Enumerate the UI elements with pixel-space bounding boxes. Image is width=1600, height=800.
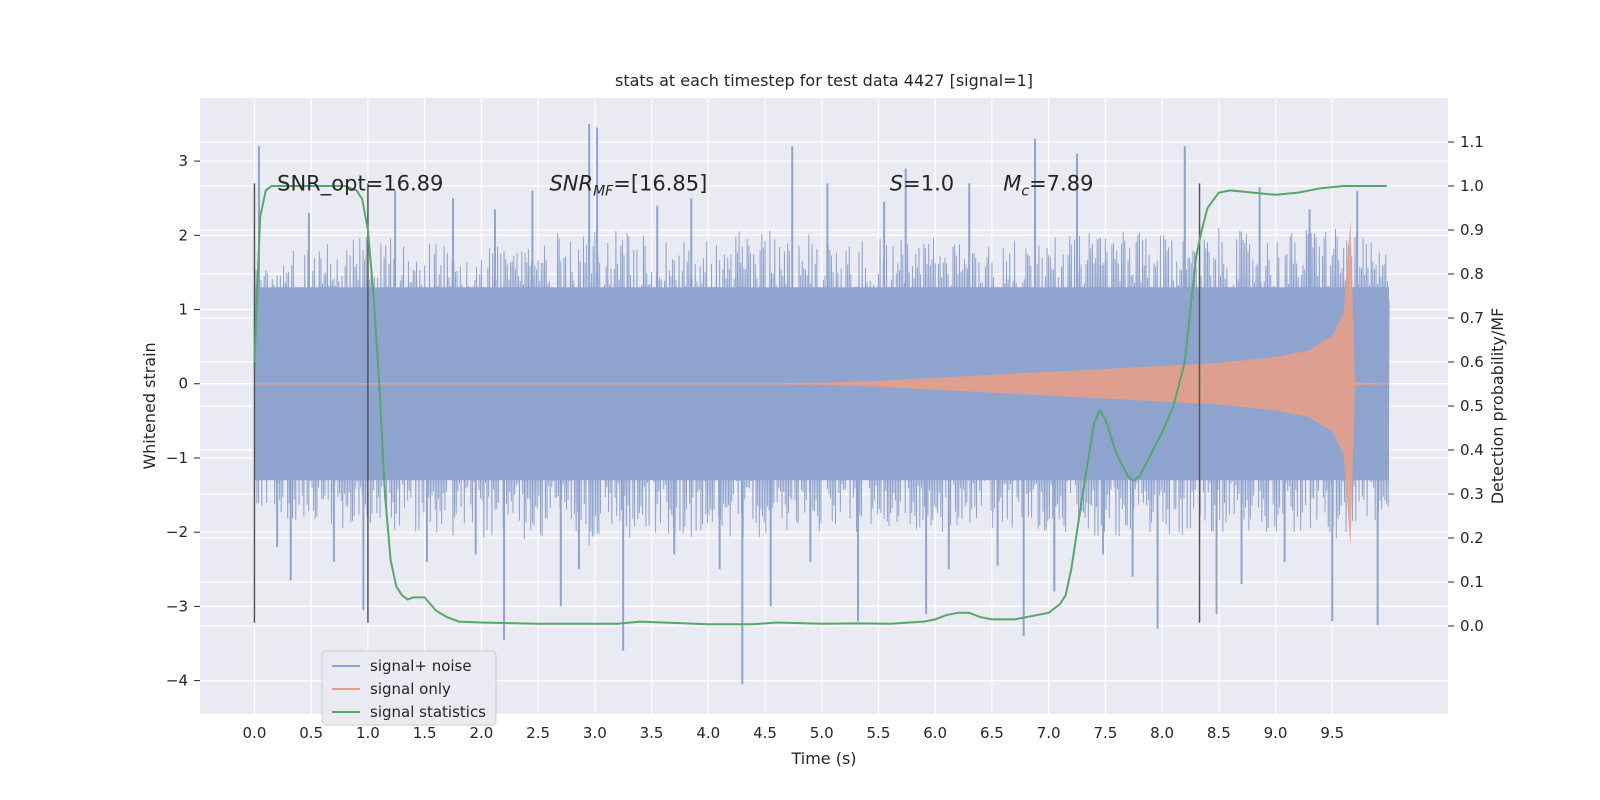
legend-label-signal-noise: signal+ noise — [370, 657, 472, 675]
annotation-text: SNRMF=[16.85] — [549, 171, 707, 199]
x-tick-label: 0.0 — [243, 724, 267, 742]
x-tick-label: 5.0 — [810, 724, 834, 742]
y2-tick-label: 0.1 — [1460, 573, 1484, 591]
x-tick-label: 8.0 — [1150, 724, 1174, 742]
y2-tick-label: 1.0 — [1460, 177, 1484, 195]
y2-tick-label: 0.3 — [1460, 485, 1484, 503]
x-tick-label: 2.5 — [526, 724, 550, 742]
y-tick-label: −2 — [166, 523, 188, 541]
annotation-prefix: SNR — [549, 171, 593, 195]
annotation-subscript: MF — [593, 183, 614, 199]
annotation-subscript: c — [1021, 183, 1029, 199]
y2-tick-label: 1.1 — [1460, 133, 1484, 151]
annotation-text: S=1.0 — [890, 171, 954, 195]
annotation-value: =7.89 — [1029, 171, 1093, 195]
y-axis-label: Whitened strain — [140, 342, 159, 469]
y-tick-label: −1 — [166, 449, 188, 467]
y-tick-label: −4 — [166, 672, 188, 690]
y2-axis-ticks: 0.0 0.1 0.2 0.3 0.4 0.5 0.6 0.7 0.8 0.9 1.0 1.1 — [1448, 133, 1484, 635]
y2-axis-label: Detection probability/MF — [1488, 308, 1507, 505]
x-tick-label: 7.0 — [1037, 724, 1061, 742]
y-tick-label: −3 — [166, 597, 188, 615]
legend-label-signal-only: signal only — [370, 680, 451, 698]
y2-tick-label: 0.9 — [1460, 221, 1484, 239]
y2-tick-label: 0.2 — [1460, 529, 1484, 547]
x-tick-label: 4.5 — [753, 724, 777, 742]
y2-tick-label: 0.8 — [1460, 265, 1484, 283]
annotation-prefix: M — [1003, 171, 1021, 195]
signal-statistics-series — [253, 185, 1387, 626]
x-tick-label: 4.0 — [696, 724, 720, 742]
x-tick-label: 1.5 — [413, 724, 437, 742]
legend: signal+ noise signal only signal statist… — [321, 650, 497, 726]
y-tick-label: 3 — [178, 152, 188, 170]
annotation-text: Mc=7.89 — [1003, 171, 1093, 199]
legend-label-signal-statistics: signal statistics — [370, 703, 486, 721]
signal-statistics-line — [253, 185, 1387, 626]
y2-tick-label: 0.4 — [1460, 441, 1484, 459]
x-tick-label: 7.5 — [1093, 724, 1117, 742]
marker-vertical-lines — [253, 183, 1201, 623]
x-tick-label: 6.5 — [980, 724, 1004, 742]
annotation-value: =[16.85] — [613, 171, 707, 195]
x-axis-label: Time (s) — [790, 749, 856, 768]
annotation-text: SNR_opt=16.89 — [277, 171, 443, 196]
x-tick-label: 5.5 — [867, 724, 891, 742]
x-axis-ticks: 0.0 0.5 1.0 1.5 2.0 2.5 3.0 3.5 4.0 4.5 5.0 5.5 6.0 6… — [243, 724, 1345, 742]
x-tick-label: 8.5 — [1207, 724, 1231, 742]
signal-only-envelope — [708, 220, 1389, 548]
x-tick-label: 9.5 — [1320, 724, 1344, 742]
y2-tick-label: 0.7 — [1460, 309, 1484, 327]
x-tick-label: 6.0 — [923, 724, 947, 742]
y-axis-ticks: −4 −3 −2 −1 0 1 2 3 — [166, 152, 200, 690]
annotation-value: =1.0 — [903, 171, 954, 195]
y2-tick-label: 0.5 — [1460, 397, 1484, 415]
chart-title: stats at each timestep for test data 442… — [615, 71, 1033, 90]
x-tick-label: 0.5 — [299, 724, 323, 742]
x-tick-label: 2.0 — [469, 724, 493, 742]
y-tick-label: 1 — [178, 301, 188, 319]
x-tick-label: 9.0 — [1264, 724, 1288, 742]
x-tick-label: 1.0 — [356, 724, 380, 742]
annotations: SNR_opt=16.89 SNRMF=[16.85] S=1.0 Mc=7.89 — [277, 171, 1093, 199]
y2-tick-label: 0.0 — [1460, 617, 1484, 635]
annotation-prefix: S — [890, 171, 903, 195]
annotation-prefix: SNR_opt — [277, 171, 366, 196]
y2-tick-label: 0.6 — [1460, 353, 1484, 371]
x-tick-label: 3.5 — [640, 724, 664, 742]
legend-box — [321, 650, 497, 726]
y-tick-label: 2 — [178, 226, 188, 244]
x-tick-label: 3.0 — [583, 724, 607, 742]
y-tick-label: 0 — [178, 375, 188, 393]
annotation-value: =16.89 — [366, 171, 444, 195]
